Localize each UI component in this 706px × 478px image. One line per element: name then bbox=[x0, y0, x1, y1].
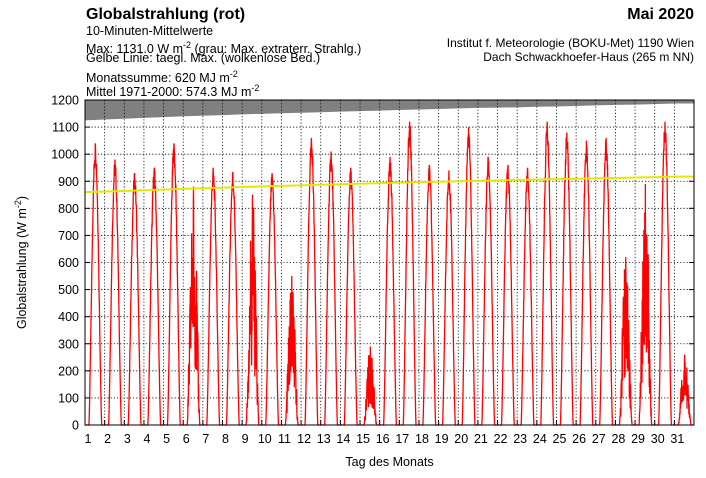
x-tick-label: 26 bbox=[572, 432, 586, 446]
x-tick-label: 21 bbox=[474, 432, 488, 446]
x-tick-label: 20 bbox=[454, 432, 468, 446]
radiation-day-9 bbox=[242, 194, 262, 426]
x-tick-label: 4 bbox=[143, 432, 150, 446]
radiation-day-20 bbox=[458, 127, 478, 426]
x-tick-label: 29 bbox=[631, 432, 645, 446]
radiation-day-10 bbox=[261, 173, 282, 426]
radiation-day-1 bbox=[85, 143, 105, 426]
radiation-day-3 bbox=[124, 172, 144, 426]
x-tick-label: 27 bbox=[592, 432, 606, 446]
month-label: Mai 2020 bbox=[627, 6, 694, 23]
subtitle-line-3: Gelbe Linie: taegl. Max. (wolkenlose Bed… bbox=[86, 51, 321, 65]
radiation-day-19 bbox=[438, 170, 459, 426]
x-tick-label: 10 bbox=[258, 432, 272, 446]
radiation-day-5 bbox=[163, 143, 184, 426]
radiation-day-30 bbox=[654, 121, 675, 426]
subtitle-line-5: Mittel 1971-2000: 574.3 MJ m-2 bbox=[86, 83, 260, 100]
y-tick-label: 800 bbox=[58, 202, 79, 216]
x-tick-label: 12 bbox=[297, 432, 311, 446]
x-tick-label: 23 bbox=[513, 432, 527, 446]
x-tick-label: 28 bbox=[611, 432, 625, 446]
clear-sky-max-line bbox=[84, 175, 694, 194]
x-tick-label: 6 bbox=[183, 432, 190, 446]
x-tick-label: 5 bbox=[163, 432, 170, 446]
x-tick-label: 30 bbox=[651, 432, 665, 446]
radiation-day-26 bbox=[576, 140, 596, 426]
y-tick-label: 0 bbox=[72, 419, 79, 433]
radiation-day-17 bbox=[399, 121, 419, 426]
y-tick-label: 600 bbox=[58, 256, 79, 270]
subtitle-line-1: 10-Minuten-Mittelwerte bbox=[86, 24, 214, 38]
radiation-day-6 bbox=[183, 186, 203, 426]
radiation-day-31 bbox=[674, 354, 694, 426]
x-tick-label: 31 bbox=[670, 432, 684, 446]
radiation-day-16 bbox=[379, 156, 400, 426]
radiation-day-18 bbox=[418, 164, 439, 426]
chart-title: Globalstrahlung (rot) bbox=[86, 6, 246, 23]
x-tick-label: 11 bbox=[278, 432, 291, 446]
radiation-day-15 bbox=[360, 346, 380, 426]
radiation-day-12 bbox=[301, 137, 321, 426]
x-tick-label: 17 bbox=[395, 432, 409, 446]
institute-label: Institut f. Meteorologie (BOKU-Met) 1190… bbox=[446, 36, 694, 50]
y-tick-label: 700 bbox=[58, 229, 79, 243]
y-tick-label: 300 bbox=[58, 337, 79, 351]
y-tick-label: 100 bbox=[58, 391, 79, 405]
x-tick-label: 14 bbox=[336, 432, 350, 446]
radiation-day-2 bbox=[104, 159, 125, 426]
y-tick-label: 1200 bbox=[51, 94, 79, 108]
x-tick-label: 8 bbox=[222, 432, 229, 446]
x-tick-label: 9 bbox=[242, 432, 249, 446]
radiation-day-4 bbox=[143, 167, 164, 426]
subtitle-line-2: Max: 1131.0 W m-2 (grau: Max. extraterr.… bbox=[86, 40, 362, 57]
location-label: Dach Schwackhoefer-Haus (265 m NN) bbox=[483, 50, 694, 64]
radiation-day-29 bbox=[635, 183, 655, 426]
y-axis-label: Globalstrahlung (W m-2) bbox=[13, 196, 29, 329]
x-tick-label: 1 bbox=[85, 432, 92, 446]
extraterrestrial-band bbox=[85, 100, 694, 121]
x-tick-label: 18 bbox=[415, 432, 429, 446]
x-tick-label: 13 bbox=[317, 432, 331, 446]
radiation-day-13 bbox=[320, 151, 341, 426]
radiation-day-11 bbox=[281, 276, 302, 426]
radiation-day-23 bbox=[517, 167, 537, 426]
x-tick-label: 25 bbox=[553, 432, 567, 446]
radiation-day-24 bbox=[536, 121, 557, 426]
x-axis-label: Tag des Monats bbox=[345, 455, 433, 469]
x-tick-label: 15 bbox=[356, 432, 370, 446]
y-tick-label: 1000 bbox=[51, 148, 79, 162]
subtitle-line-4: Monatssumme: 620 MJ m-2 bbox=[86, 69, 238, 86]
radiation-day-28 bbox=[615, 257, 636, 426]
radiation-day-21 bbox=[477, 156, 498, 426]
y-tick-label: 900 bbox=[58, 175, 79, 189]
radiation-day-7 bbox=[202, 167, 223, 426]
radiation-day-25 bbox=[556, 132, 577, 426]
x-tick-label: 19 bbox=[435, 432, 449, 446]
x-tick-label: 2 bbox=[104, 432, 111, 446]
x-tick-label: 24 bbox=[533, 432, 547, 446]
y-tick-label: 400 bbox=[58, 310, 79, 324]
y-tick-label: 1100 bbox=[52, 121, 79, 135]
radiation-day-8 bbox=[222, 171, 243, 426]
x-tick-label: 22 bbox=[494, 432, 508, 446]
radiation-day-22 bbox=[497, 164, 518, 426]
radiation-day-27 bbox=[595, 137, 616, 426]
y-tick-label: 500 bbox=[58, 283, 79, 297]
radiation-day-14 bbox=[340, 167, 361, 426]
y-tick-label: 200 bbox=[58, 364, 79, 378]
x-tick-label: 7 bbox=[202, 432, 209, 446]
x-tick-label: 16 bbox=[376, 432, 390, 446]
x-tick-label: 3 bbox=[124, 432, 131, 446]
